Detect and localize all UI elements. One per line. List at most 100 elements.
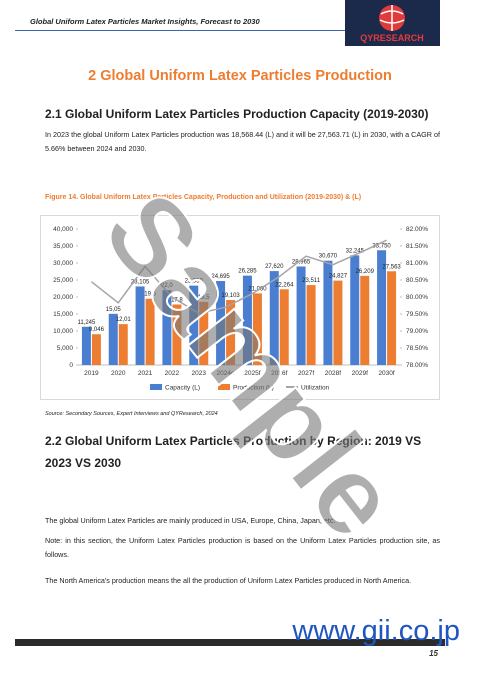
data-label: 12,01	[116, 317, 132, 323]
bar	[189, 285, 199, 365]
y2-tick-label: 78.50%	[406, 345, 428, 352]
bar	[350, 255, 360, 365]
y2-tick-label: 81.50%	[406, 243, 428, 250]
footer-bar	[15, 639, 445, 646]
y-tick-label: 5,000	[57, 345, 74, 352]
x-tick-label: 2021	[138, 370, 153, 377]
bar	[306, 285, 316, 365]
header-title: Global Uniform Latex Particles Market In…	[30, 17, 260, 26]
data-label: 24,827	[329, 274, 348, 280]
y2-tick-label: 79.00%	[406, 328, 428, 335]
data-label: 27,620	[265, 264, 284, 270]
bar	[216, 281, 226, 365]
x-tick-label: 2023	[192, 370, 207, 377]
data-label: 26,209	[356, 269, 375, 275]
y2-tick-label: 78.00%	[406, 362, 428, 369]
legend-swatch	[218, 384, 230, 390]
y2-tick-label: 80.00%	[406, 294, 428, 301]
y2-tick-label: 81.00%	[406, 260, 428, 267]
paragraph: Note: in this section, the Uniform Latex…	[45, 536, 440, 559]
bar	[226, 300, 236, 365]
subsection-title: 2.2 Global Uniform Latex Particles Produ…	[45, 434, 422, 470]
paragraph: The North America's production means the…	[45, 576, 412, 585]
bar	[333, 280, 343, 365]
y-tick-label: 15,000	[53, 311, 73, 318]
data-label: 9,046	[89, 327, 105, 333]
figure-source: Source: Secondary Sources, Expert Interv…	[45, 411, 218, 417]
data-label: 19,5	[144, 292, 156, 298]
y-tick-label: 30,000	[53, 260, 73, 267]
logo-text: QYRESEARCH	[360, 33, 424, 43]
y-tick-label: 40,000	[53, 226, 73, 233]
y-tick-label: 20,000	[53, 294, 73, 301]
bar	[108, 313, 118, 365]
data-label: 23,105	[131, 279, 150, 285]
bar	[135, 286, 145, 365]
bar	[377, 250, 387, 365]
data-label: 23,511	[302, 278, 321, 284]
y-tick-label: 0	[69, 362, 73, 369]
bar	[252, 293, 262, 365]
paragraph: The global Uniform Latex Particles are m…	[45, 516, 336, 525]
bar	[269, 271, 279, 365]
x-tick-label: 2026f	[271, 370, 287, 377]
x-tick-label: 2019	[84, 370, 99, 377]
data-label: 27,563	[382, 264, 401, 270]
legend-swatch	[150, 384, 162, 390]
legend-label: Production (L)	[233, 385, 274, 392]
line	[90, 239, 387, 315]
x-tick-label: 2028f	[325, 370, 341, 377]
x-tick-label: 2030f	[378, 370, 394, 377]
logo-globe-lines	[379, 5, 405, 31]
bar	[360, 275, 370, 365]
bar	[199, 301, 209, 365]
chart-frame	[40, 215, 440, 400]
data-label: 23,350	[185, 279, 204, 285]
site-url: www.gii.co.jp	[291, 615, 460, 647]
legend-label: Capacity (L)	[165, 385, 200, 392]
bar	[162, 290, 172, 365]
bar	[242, 275, 252, 365]
data-label: 22,0	[161, 283, 173, 289]
logo: QYRESEARCH	[345, 0, 440, 46]
data-label: 26,285	[238, 269, 257, 275]
y2-tick-label: 80.50%	[406, 277, 428, 284]
y-tick-label: 35,000	[53, 243, 73, 250]
y-tick-label: 10,000	[53, 328, 73, 335]
subsection-title: 2.1 Global Uniform Latex Particles Produ…	[45, 107, 429, 121]
data-label: 19,103	[221, 293, 240, 299]
bar	[145, 298, 155, 365]
bar	[172, 304, 182, 365]
data-label: 11,245	[77, 320, 96, 326]
x-tick-label: 2027f	[298, 370, 314, 377]
data-label: 18,5	[198, 295, 210, 301]
bar	[387, 271, 397, 365]
page-number: 15	[429, 649, 438, 658]
data-label: 30,670	[319, 254, 338, 260]
x-tick-label: 2025f	[244, 370, 260, 377]
figure-caption: Figure 14. Global Uniform Latex Particle…	[45, 194, 362, 201]
data-label: 22,264	[275, 282, 294, 288]
legend-label: Utilization	[301, 385, 330, 392]
bar	[81, 326, 91, 365]
bar	[91, 334, 101, 365]
chart: 0 5,000 10,000 15,000 20,000 25,000 30,000 35,0…	[40, 215, 440, 400]
data-label: 33,750	[372, 243, 391, 249]
data-label: 24,695	[211, 274, 230, 280]
bar	[296, 266, 306, 365]
data-label: 32,245	[346, 248, 365, 254]
data-label: 15,05	[106, 307, 122, 313]
y2-tick-label: 79.50%	[406, 311, 428, 318]
bar	[323, 260, 333, 365]
y2-tick-label: 82.00%	[406, 226, 428, 233]
x-tick-label: 2029f	[352, 370, 368, 377]
x-tick-label: 2020	[111, 370, 126, 377]
bar	[279, 289, 289, 365]
header-rule	[15, 30, 345, 31]
paragraph: In 2023 the global Uniform Latex Particl…	[45, 130, 440, 153]
section-title: 2 Global Uniform Latex Particles Product…	[88, 68, 392, 84]
data-label: 28,965	[292, 260, 311, 266]
x-tick-label: 2024e	[217, 370, 235, 377]
bar	[118, 324, 128, 365]
